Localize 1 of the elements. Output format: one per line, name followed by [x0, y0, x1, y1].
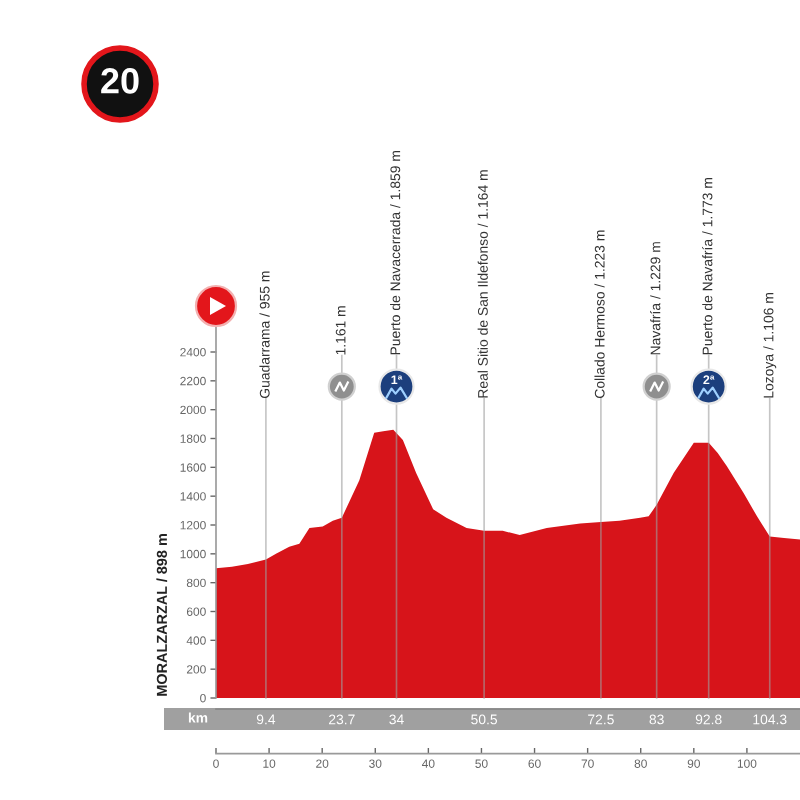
chart-title: 20 — [101, 68, 139, 94]
